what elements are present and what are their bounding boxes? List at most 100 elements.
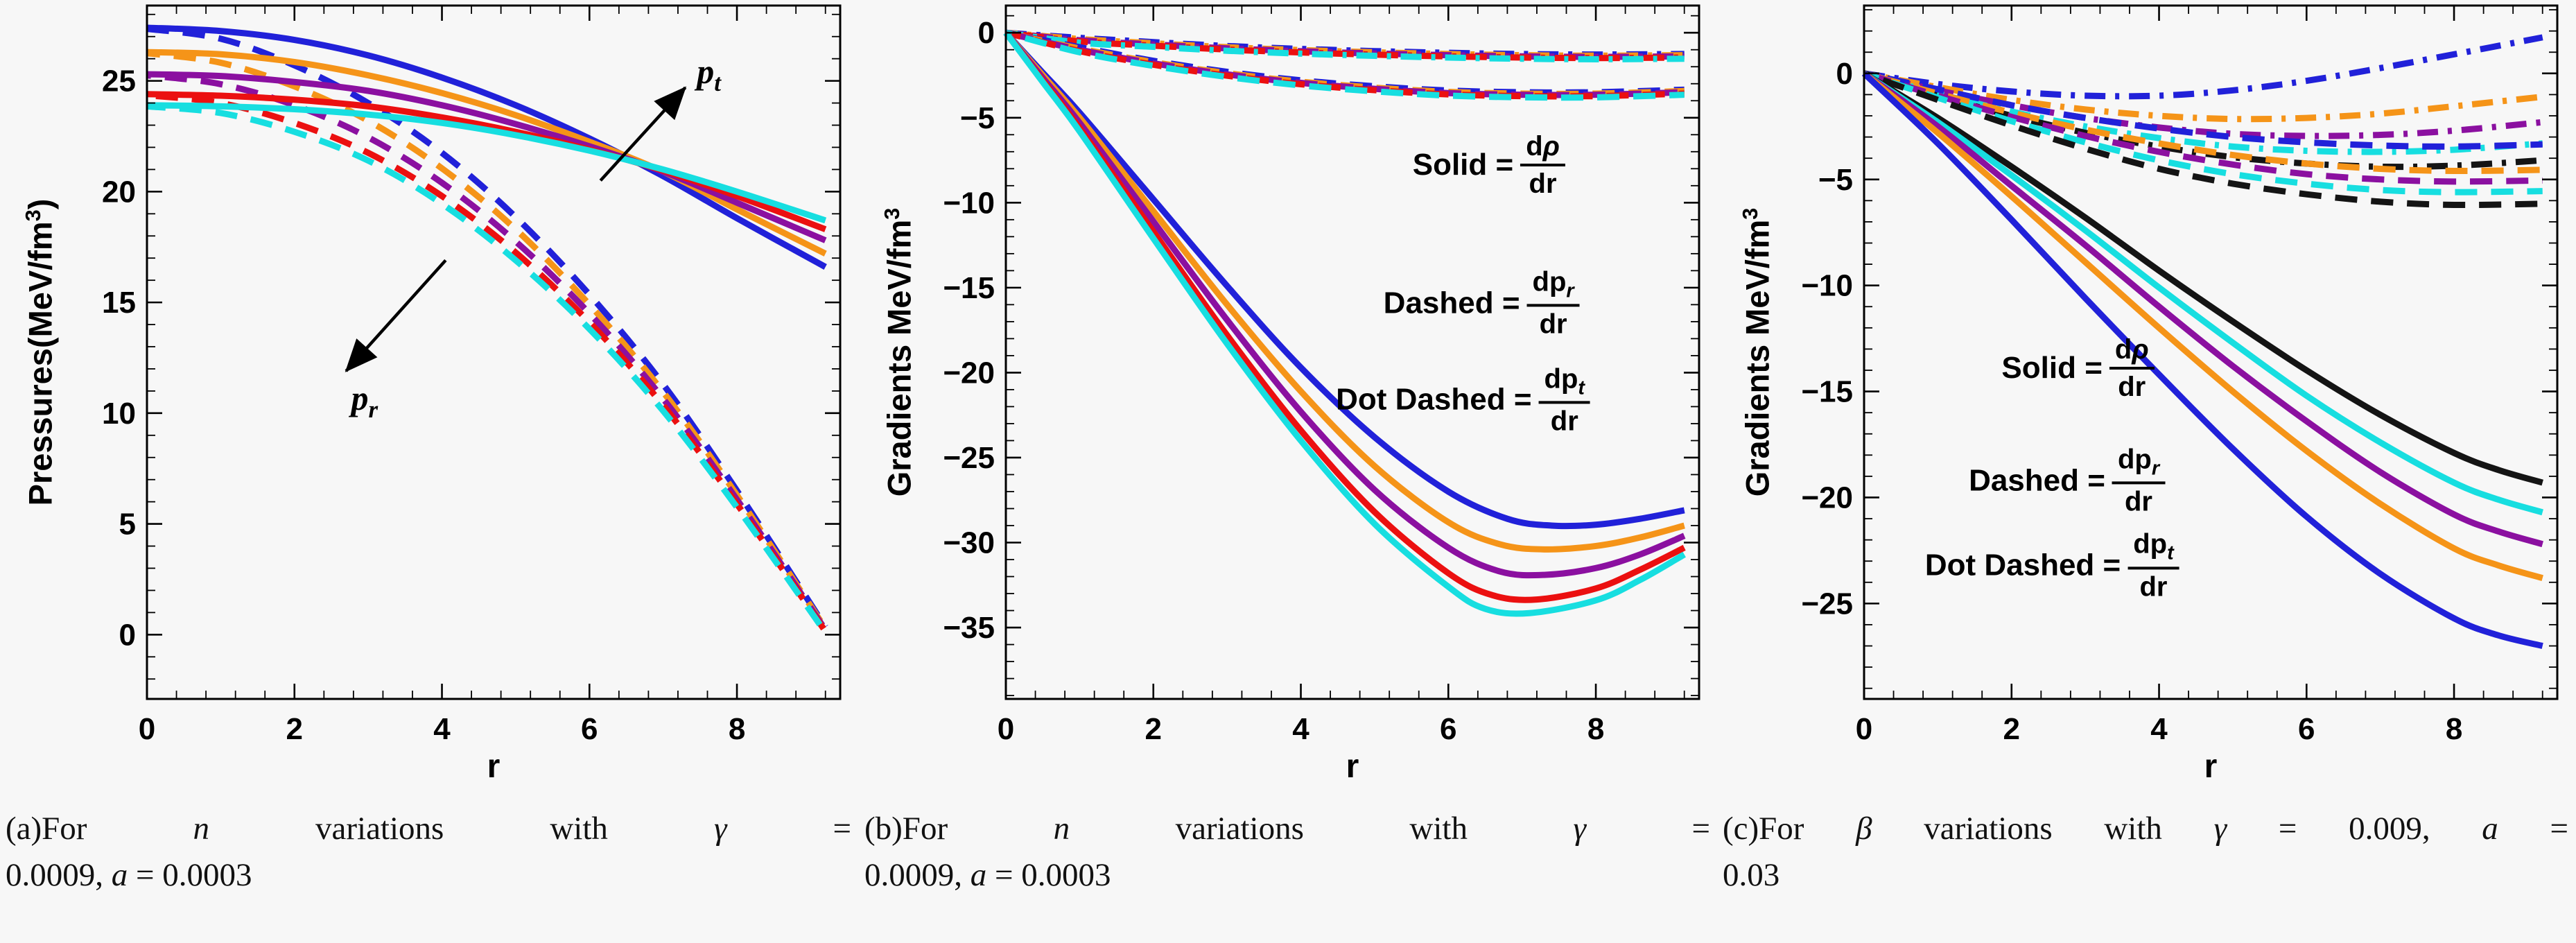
svg-text:15: 15	[102, 286, 136, 320]
svg-text:2: 2	[1145, 712, 1162, 746]
y-axis-label-c: Gradients MeV/fm3	[1738, 207, 1776, 497]
svg-text:2: 2	[286, 712, 303, 746]
plot-frame	[146, 4, 842, 700]
plot-frame	[1004, 4, 1700, 700]
svg-text:2: 2	[2003, 712, 2020, 746]
ticks-c	[1863, 6, 2557, 699]
curve-a-p-t-n1	[146, 24, 827, 270]
curve-c-dpt-dr-b1	[1863, 34, 2543, 100]
plot-a: 0 2 4 6 8 0 5 10 15 20 25	[102, 4, 842, 746]
legend-row-solid-: Solid = dρ dr	[1413, 132, 1565, 198]
svg-text:4: 4	[1292, 712, 1309, 746]
svg-text:0: 0	[1836, 57, 1853, 91]
svg-text:6: 6	[1440, 712, 1456, 746]
panel-a: 0 2 4 6 8 0 5 10 15 20 25 r (a)For n variations with γ…	[0, 0, 859, 943]
svg-text:−10: −10	[1801, 269, 1853, 303]
curve-c-dpr-dr-b1	[1863, 70, 2543, 150]
curve-b-drho-dr-n2	[1003, 31, 1685, 553]
legend-row-dashed-: Dashed = dpr dr	[1969, 444, 2166, 517]
curve-a-p-r-n2	[146, 50, 828, 630]
svg-text:−5: −5	[960, 101, 995, 135]
svg-text:6: 6	[2298, 712, 2315, 746]
svg-text:0: 0	[139, 712, 155, 746]
curve-b-dpt-dr-n4	[1005, 29, 1685, 62]
svg-text:−10: −10	[943, 186, 995, 220]
svg-text:8: 8	[729, 712, 745, 746]
curve-b-drho-dr-n4	[1003, 31, 1686, 603]
legend-row-solid-: Solid = dρ dr	[2001, 335, 2155, 401]
x-axis-label-c: r	[2204, 748, 2218, 785]
svg-text:4: 4	[433, 712, 451, 746]
curve-c-drho-dr-b5	[1861, 71, 2543, 649]
curve-c-dpr-dr-b5	[1863, 70, 2543, 209]
curve-c-dpt-dr-b3	[1863, 70, 2543, 139]
panel-b: 0 2 4 6 8 0 −5 −10 −15 −20 −25 −30 −35 r (b)For n vari…	[859, 0, 1718, 943]
svg-text:−25: −25	[1801, 587, 1853, 621]
curve-b-drho-dr-n3	[1003, 31, 1686, 579]
caption-c: (c)For β variations with γ = 0.009, a = 0.03	[1723, 811, 2568, 893]
annotation-label-pr: pr	[351, 379, 378, 424]
curve-a-p-r-n4	[146, 92, 828, 634]
svg-text:−15: −15	[943, 271, 995, 305]
svg-text:0: 0	[978, 16, 995, 50]
curve-a-p-t-n5	[146, 102, 827, 224]
svg-text:0: 0	[1856, 712, 1872, 746]
series-c	[1861, 34, 2543, 649]
legend-row-dot-dashed-: Dot Dashed = dpt dr	[1336, 364, 1590, 435]
curve-a-p-t-n2	[146, 49, 827, 257]
plot-b: 0 2 4 6 8 0 −5 −10 −15 −20 −25 −30 −35	[943, 4, 1700, 746]
curve-c-dpt-dr-b2	[1863, 70, 2543, 123]
svg-text:−5: −5	[1818, 163, 1853, 197]
svg-text:8: 8	[1587, 712, 1604, 746]
svg-text:5: 5	[119, 508, 136, 542]
ticks-a	[146, 6, 840, 699]
tick-labels-b: 0 2 4 6 8 0 −5 −10 −15 −20 −25 −30 −35	[943, 16, 1604, 746]
svg-text:25: 25	[102, 64, 136, 98]
curve-b-dpr-dr-n5	[1004, 29, 1685, 101]
annotation-arrow	[599, 86, 687, 182]
curve-a-p-t-n3	[146, 71, 827, 243]
svg-text:0: 0	[998, 712, 1014, 746]
curve-b-dpr-dr-n4	[1004, 29, 1685, 100]
curve-c-drho-dr-b4	[1862, 71, 2543, 582]
svg-text:6: 6	[581, 712, 598, 746]
tick-labels-c: 0 2 4 6 8 0 −5 −10 −15 −20 −25	[1801, 57, 2462, 746]
svg-text:−15: −15	[1801, 375, 1853, 409]
x-axis-label-a: r	[487, 748, 501, 785]
x-axis-label-b: r	[1346, 748, 1359, 785]
y-axis-label-a: Pressures(MeV/fm3)	[21, 198, 59, 506]
curve-c-dpr-dr-b4	[1863, 70, 2543, 196]
svg-text:0: 0	[119, 618, 136, 652]
curve-c-drho-dr-b3	[1862, 71, 2543, 548]
curve-c-dpt-dr-b4	[1863, 70, 2543, 155]
curve-c-dpr-dr-b2	[1863, 70, 2543, 175]
curve-a-p-r-n3	[146, 72, 828, 632]
svg-text:−25: −25	[943, 441, 995, 475]
caption-b: (b)For n variations with γ = 0.0009, a = 0.000…	[864, 811, 1710, 893]
curve-c-drho-dr-b1	[1862, 71, 2543, 486]
ticks-b	[1004, 6, 1699, 699]
legend-row-dot-dashed-: Dot Dashed = dpt dr	[1925, 530, 2179, 601]
curve-b-drho-dr-n1	[1003, 31, 1685, 530]
annotation-label-pt: pt	[697, 52, 721, 97]
curve-b-drho-dr-n5	[1003, 31, 1686, 617]
curve-a-p-r-n5	[146, 103, 828, 634]
svg-text:−30: −30	[943, 526, 995, 560]
legend-row-dashed-: Dashed = dpr dr	[1384, 267, 1580, 339]
svg-text:−20: −20	[943, 356, 995, 390]
annotation-arrow	[345, 259, 447, 372]
y-axis-label-b: Gradients MeV/fm3	[880, 207, 918, 497]
svg-text:−35: −35	[943, 611, 995, 645]
panel-c: 0 2 4 6 8 0 −5 −10 −15 −20 −25 r (c)For β variations…	[1717, 0, 2576, 943]
plot-c: 0 2 4 6 8 0 −5 −10 −15 −20 −25	[1801, 4, 2559, 746]
svg-text:−20: −20	[1801, 481, 1853, 514]
series-b	[1003, 29, 1686, 617]
curve-c-drho-dr-b2	[1862, 71, 2543, 516]
tick-labels-a: 0 2 4 6 8 0 5 10 15 20 25	[102, 64, 745, 746]
svg-text:4: 4	[2150, 712, 2168, 746]
series-a	[146, 24, 828, 634]
plot-frame	[1863, 4, 2559, 700]
caption-a: (a)For n variations with γ = 0.0009, a = 0.000…	[6, 811, 851, 893]
svg-text:20: 20	[102, 175, 136, 209]
